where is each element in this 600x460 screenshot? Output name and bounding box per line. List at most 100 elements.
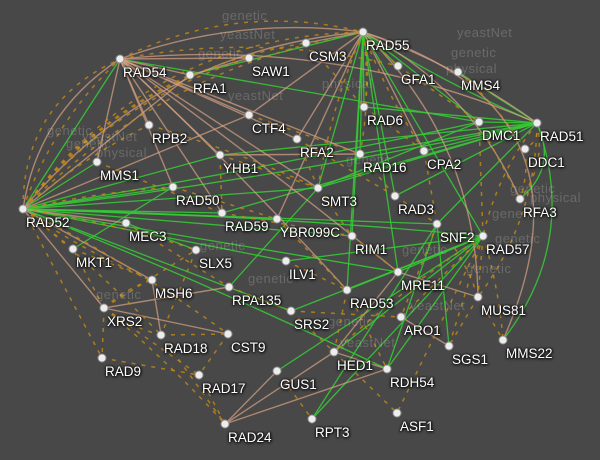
node-RAD16[interactable] <box>355 149 365 159</box>
edge-green-RAD55-RAD53 <box>346 31 364 291</box>
edge-tan-RAD55-RFA2 <box>296 31 364 140</box>
node-MKT1[interactable] <box>68 244 78 254</box>
edge-dash-RAD52-RAD55 <box>22 31 364 210</box>
edge-green-RAD55-RAD3 <box>362 31 396 197</box>
node-RFA2[interactable] <box>292 134 302 144</box>
edge-type-watermark-genetic: genetic <box>198 46 244 61</box>
edge-green-RAD51-RAD16 <box>359 122 538 155</box>
node-label-RFA2: RFA2 <box>300 145 334 160</box>
node-ILV1[interactable] <box>281 256 291 266</box>
node-label-RPB2: RPB2 <box>152 131 188 146</box>
node-label-RAD16: RAD16 <box>363 160 407 175</box>
node-RAD6[interactable] <box>359 102 369 112</box>
edge-tan-RAD54-MMS1 <box>96 58 121 163</box>
node-XRS2[interactable] <box>99 303 109 313</box>
edge-green-RAD57-ILV1 <box>285 235 484 262</box>
node-YBR099C[interactable] <box>272 214 282 224</box>
edge-tan-RAD52-XRS2 <box>22 208 105 309</box>
node-SRS2[interactable] <box>286 306 296 316</box>
edge-tan-RAD54-SMT3 <box>119 58 319 189</box>
node-CST9[interactable] <box>223 329 233 339</box>
edge-dash-RAD52-CSM3 <box>22 42 307 210</box>
edge-dash-RAD54-GFA1 <box>119 46 399 67</box>
edge-tan-RAD55-CTF4 <box>248 31 364 116</box>
node-RPT3[interactable] <box>307 414 317 424</box>
node-SNF2[interactable] <box>432 219 442 229</box>
node-RDH54[interactable] <box>382 364 392 374</box>
edge-green-RAD52-RAD54 <box>22 58 121 210</box>
edge-green-RAD52-RIM1 <box>22 208 353 237</box>
node-RAD17[interactable] <box>194 370 204 380</box>
edge-tan-RAD24-HED1 <box>224 351 335 425</box>
node-MMS22[interactable] <box>498 335 508 345</box>
node-CPA2[interactable] <box>419 146 429 156</box>
node-MMS1[interactable] <box>92 157 102 167</box>
node-CTF4[interactable] <box>244 110 254 120</box>
node-ASF1[interactable] <box>392 408 402 418</box>
node-RAD18[interactable] <box>156 330 166 340</box>
node-SAW1[interactable] <box>244 53 254 63</box>
node-SGS1[interactable] <box>444 341 454 351</box>
node-RAD51[interactable] <box>532 118 542 128</box>
node-RAD9[interactable] <box>97 353 107 363</box>
edge-type-watermark-genetic: genetic <box>451 45 497 60</box>
node-RFA1[interactable] <box>185 70 195 80</box>
node-RAD54[interactable] <box>115 54 125 64</box>
edge-green-RAD52-YHB1 <box>22 154 221 210</box>
node-RPA135[interactable] <box>224 282 234 292</box>
node-SLX5[interactable] <box>191 245 201 255</box>
edge-dash-RAD51-RFA3 <box>519 122 541 200</box>
edge-tan-RAD52-MSH6 <box>22 208 153 281</box>
edge-type-watermark-genetic: genetic <box>328 314 374 329</box>
edge-tan-RAD55-MUS81 <box>362 31 479 298</box>
edge-dash-RAD50-YBR099C <box>172 186 278 220</box>
edge-dash-CSM3-RAD6 <box>305 42 365 108</box>
node-RPB2[interactable] <box>144 120 154 130</box>
node-RIM1[interactable] <box>347 231 357 241</box>
node-RAD3[interactable] <box>390 191 400 201</box>
edge-green-RAD52-SRS2 <box>22 208 292 312</box>
edge-type-watermark-yeastNet: yeastNet <box>82 129 138 144</box>
node-label-RAD51: RAD51 <box>540 129 584 144</box>
edge-tan-RAD54-RFA1 <box>119 58 191 76</box>
node-label-YHB1: YHB1 <box>223 161 259 176</box>
node-label-RAD55: RAD55 <box>366 38 410 53</box>
node-DMC1[interactable] <box>474 117 484 127</box>
node-label-CST9: CST9 <box>231 340 266 355</box>
node-MRE11[interactable] <box>393 267 403 277</box>
node-HED1[interactable] <box>329 347 339 357</box>
node-RAD53[interactable] <box>342 285 352 295</box>
node-RAD50[interactable] <box>168 182 178 192</box>
node-MMS4[interactable] <box>453 67 463 77</box>
node-MEC3[interactable] <box>121 218 131 228</box>
node-RFA3[interactable] <box>515 194 525 204</box>
node-label-ILV1: ILV1 <box>289 267 316 282</box>
node-label-RPT3: RPT3 <box>315 425 350 440</box>
node-RAD24[interactable] <box>220 419 230 429</box>
node-label-RIM1: RIM1 <box>355 242 388 257</box>
edge-dash-RAD52-MSH6 <box>22 208 153 281</box>
node-ARO1[interactable] <box>396 312 406 322</box>
node-GUS1[interactable] <box>272 366 282 376</box>
edge-dash-MKT1-MSH6 <box>72 248 153 281</box>
edge-type-watermark-genetic: genetic <box>200 238 246 253</box>
node-SMT3[interactable] <box>313 183 323 193</box>
node-GFA1[interactable] <box>393 61 403 71</box>
edge-dash-RAD51-RAD57 <box>482 122 538 237</box>
node-RAD57[interactable] <box>478 231 488 241</box>
edge-green-RPA135-SMT3 <box>228 187 319 288</box>
node-MUS81[interactable] <box>473 292 483 302</box>
edge-tan-RAD55-RFA3 <box>362 31 521 200</box>
node-RAD55[interactable] <box>358 27 368 37</box>
edge-dash-SNF2-MUS81 <box>436 223 479 298</box>
node-RAD52[interactable] <box>18 204 28 214</box>
node-MSH6[interactable] <box>147 275 157 285</box>
node-DDC1[interactable] <box>520 144 530 154</box>
node-RAD59[interactable] <box>217 208 227 218</box>
node-CSM3[interactable] <box>301 38 311 48</box>
edge-tan-RAD55-YBR099C <box>276 31 364 220</box>
edge-type-watermark-genetic: genetic <box>47 123 93 138</box>
node-label-DMC1: DMC1 <box>482 128 521 143</box>
node-YHB1[interactable] <box>215 150 225 160</box>
